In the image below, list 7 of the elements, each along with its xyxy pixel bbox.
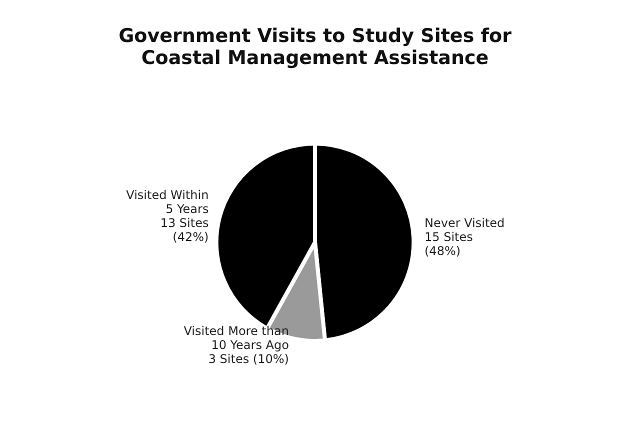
data-label: 15 Sites (48%) (424, 230, 473, 258)
chart-title: Government Visits to Study Sites for Coastal Management Assistance (118, 25, 512, 69)
data-label: 3 Sites (10%) (208, 352, 289, 366)
slice-label: Never Visited (424, 216, 505, 230)
slice-label: Visited More than 10 Years Ago (184, 324, 289, 352)
slice-label: Visited Within 5 Years (126, 188, 209, 216)
data-label: 13 Sites (42%) (160, 216, 209, 244)
